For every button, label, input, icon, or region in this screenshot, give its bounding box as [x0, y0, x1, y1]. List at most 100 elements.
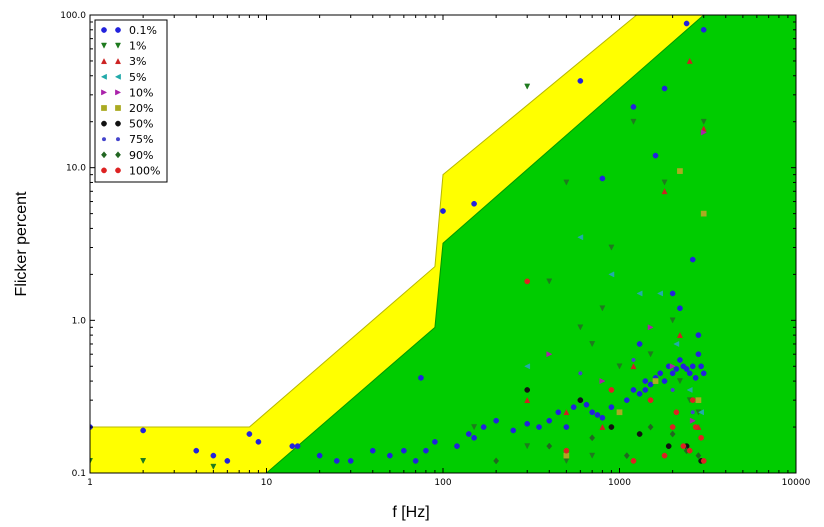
data-point	[673, 340, 680, 347]
data-point	[647, 324, 654, 331]
legend-label: 50%	[129, 118, 153, 131]
data-point	[695, 452, 702, 460]
data-point	[480, 424, 487, 430]
legend-marker	[101, 151, 107, 159]
data-point	[669, 430, 676, 438]
y-axis-title: Flicker percent	[13, 191, 30, 296]
data-point	[140, 427, 146, 434]
y-tick-label: 1.0	[72, 316, 87, 326]
data-point	[589, 341, 596, 348]
data-point	[677, 168, 683, 174]
data-point	[289, 443, 296, 449]
data-point	[563, 452, 570, 459]
legend-label: 3%	[129, 55, 146, 68]
data-point	[454, 443, 460, 449]
x-tick-label: 10000	[782, 478, 811, 488]
series-4	[546, 129, 707, 424]
legend-label: 75%	[129, 133, 153, 146]
data-point	[652, 152, 659, 159]
data-point	[493, 457, 500, 465]
data-point	[680, 443, 687, 449]
legend-marker	[101, 89, 108, 96]
data-point	[493, 417, 499, 424]
x-tick-label: 1	[87, 478, 93, 488]
data-point	[578, 371, 583, 376]
legend-marker	[115, 105, 121, 111]
data-point	[636, 341, 643, 347]
x-tick-label: 10	[261, 478, 273, 488]
data-point	[669, 317, 676, 324]
data-point	[630, 104, 637, 110]
data-point	[689, 397, 696, 404]
data-point	[577, 324, 584, 331]
data-point	[524, 397, 531, 404]
data-point	[400, 447, 407, 454]
data-point	[657, 370, 664, 377]
data-point	[686, 57, 693, 64]
legend-marker	[115, 120, 121, 127]
data-point	[599, 414, 606, 421]
legend-marker	[101, 137, 107, 142]
data-point	[669, 370, 676, 377]
legend-marker	[115, 27, 121, 33]
data-point	[700, 26, 707, 33]
data-point	[676, 378, 683, 385]
data-point	[577, 397, 584, 404]
series-3	[524, 234, 704, 416]
data-point	[524, 363, 531, 370]
data-point	[669, 363, 676, 370]
legend-label: 20%	[129, 102, 153, 115]
data-point	[471, 434, 477, 441]
data-point	[589, 434, 596, 442]
data-point	[700, 118, 707, 125]
data-point	[697, 409, 704, 416]
legend-marker	[115, 167, 121, 174]
data-point	[647, 381, 654, 388]
data-point	[563, 409, 570, 416]
legend-marker	[114, 73, 121, 80]
data-point	[630, 363, 637, 370]
data-point	[700, 370, 707, 377]
band-lower-line	[266, 15, 796, 473]
data-point	[570, 404, 577, 410]
data-point	[563, 424, 570, 430]
data-point	[599, 378, 606, 385]
data-point	[563, 447, 570, 454]
legend-label: 1%	[129, 40, 146, 53]
data-point	[683, 20, 690, 27]
data-point	[616, 409, 623, 416]
data-point	[599, 305, 606, 312]
legend: 0.1% 1% 3% 5% 10% 20% 50% 75% 90% 100%	[94, 19, 168, 183]
data-point	[524, 387, 531, 393]
data-point	[608, 424, 615, 430]
legend-marker	[101, 105, 107, 111]
data-point	[698, 363, 704, 370]
data-point	[440, 208, 446, 214]
data-point	[683, 366, 690, 372]
legend-marker	[115, 89, 122, 96]
x-tick-label: 1000	[608, 478, 631, 488]
data-point	[689, 256, 696, 263]
series-5	[563, 168, 707, 459]
data-point	[657, 290, 664, 297]
data-point	[608, 244, 615, 251]
legend-marker	[115, 151, 121, 159]
data-point	[661, 378, 668, 384]
data-point	[647, 351, 654, 358]
data-point	[418, 375, 424, 381]
data-point	[647, 397, 654, 404]
data-point	[599, 423, 606, 430]
data-point	[616, 363, 623, 370]
data-point	[536, 424, 542, 430]
data-point	[333, 458, 340, 464]
data-point	[412, 458, 419, 464]
data-point	[524, 443, 531, 450]
data-point	[546, 442, 553, 450]
data-point	[140, 458, 147, 465]
data-point	[193, 447, 200, 454]
data-point	[673, 366, 680, 372]
legend-box	[94, 19, 168, 183]
data-point	[686, 386, 693, 393]
regions-layer	[90, 15, 796, 473]
data-point	[647, 423, 654, 431]
